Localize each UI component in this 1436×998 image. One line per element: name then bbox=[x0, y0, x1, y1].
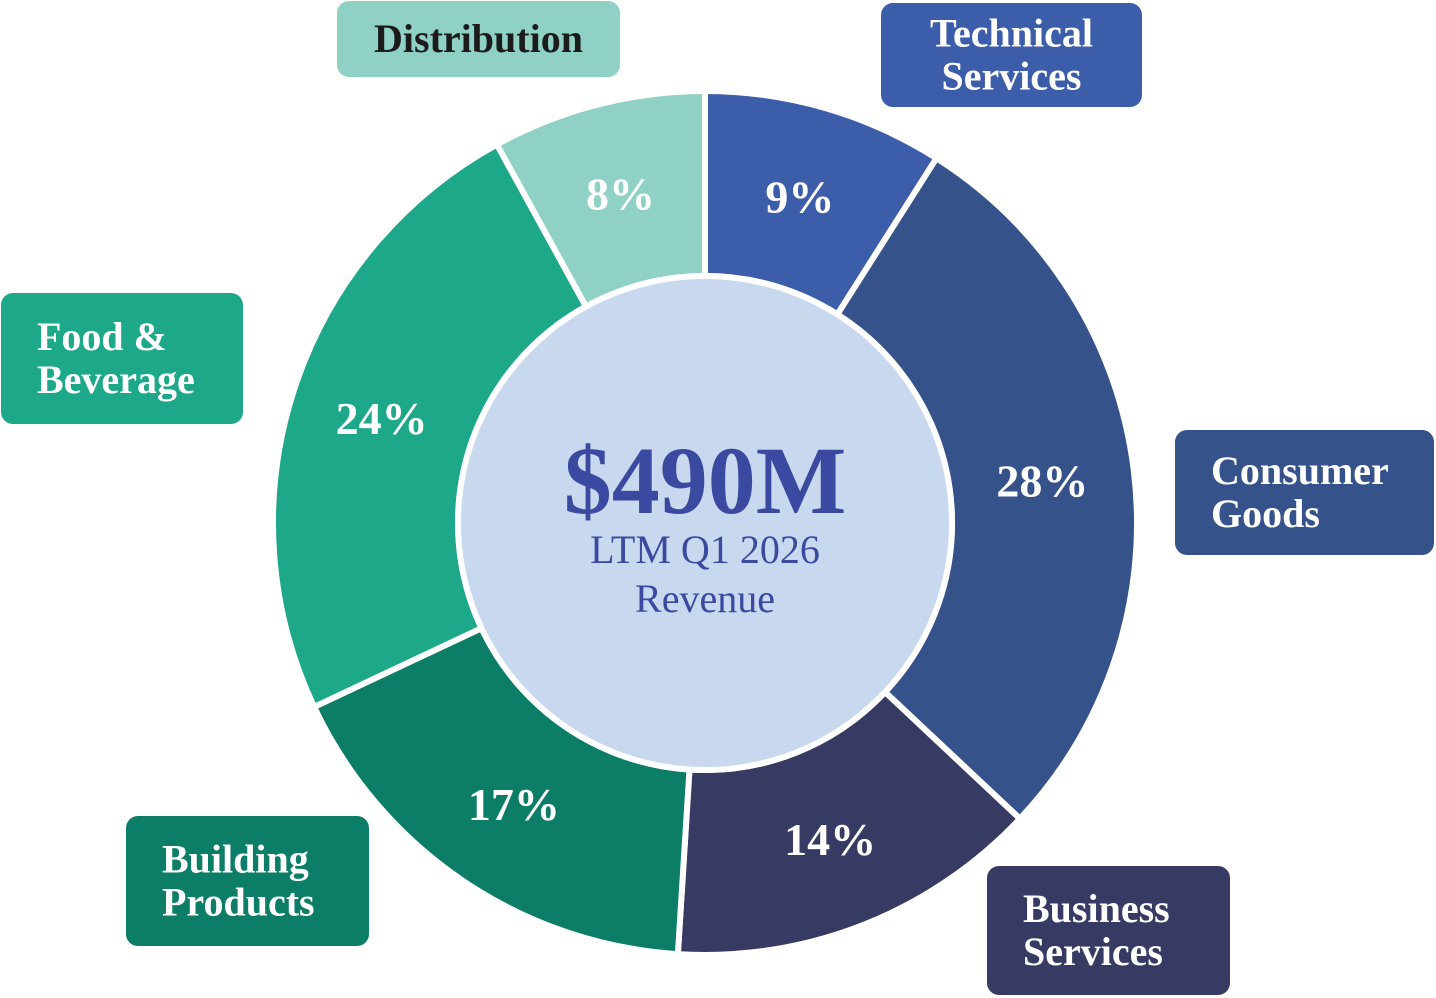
slice-value-business-services: 14% bbox=[784, 814, 876, 865]
slice-value-distribution: 8% bbox=[586, 169, 655, 220]
label-box-text: Food & bbox=[37, 314, 167, 359]
label-box-text: Services bbox=[942, 54, 1082, 99]
label-box-text: Consumer bbox=[1211, 448, 1389, 493]
label-box-text: Services bbox=[1023, 929, 1163, 974]
label-box-text: Building bbox=[162, 837, 309, 882]
label-box-text: Beverage bbox=[37, 357, 195, 402]
donut-slices bbox=[270, 87, 1140, 958]
label-box-text: Business bbox=[1023, 886, 1170, 931]
label-box-bg bbox=[881, 3, 1142, 107]
label-box-text: Technical bbox=[930, 11, 1093, 56]
label-box-distribution: Distribution bbox=[337, 1, 620, 77]
center-disc bbox=[455, 273, 955, 773]
label-box-text: Distribution bbox=[374, 16, 583, 61]
donut-center: $490M LTM Q1 2026 Revenue bbox=[455, 273, 955, 773]
label-box-bg bbox=[1175, 430, 1434, 555]
label-box-bg bbox=[987, 866, 1230, 995]
center-subtitle-line1: LTM Q1 2026 bbox=[590, 527, 820, 572]
label-box-bg bbox=[337, 1, 620, 77]
label-box-bg bbox=[1, 293, 243, 424]
slice-value-labels: 9% 28% 14% 17% 24% 8% bbox=[336, 169, 1089, 865]
slice-value-consumer-goods: 28% bbox=[996, 455, 1088, 506]
slice-value-building-products: 17% bbox=[468, 779, 560, 830]
slice-value-technical-services: 9% bbox=[765, 172, 834, 223]
label-box-text: Products bbox=[162, 880, 315, 925]
label-box-food-and-beverage: Food &Beverage bbox=[1, 293, 243, 424]
center-total-value: $490M bbox=[564, 427, 847, 534]
label-box-text: Goods bbox=[1211, 491, 1320, 536]
slice-value-food-and-beverage: 24% bbox=[336, 393, 428, 444]
label-box-bg bbox=[126, 816, 369, 946]
center-subtitle-line2: Revenue bbox=[635, 576, 775, 621]
